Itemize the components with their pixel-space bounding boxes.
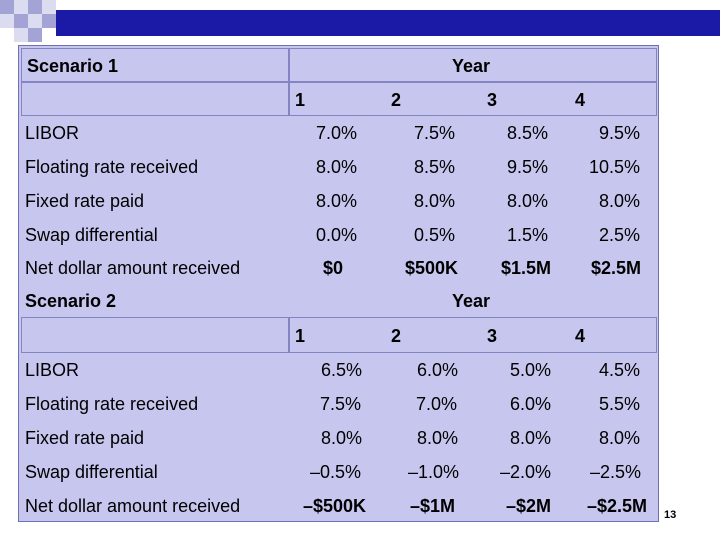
s1-value: $1.5M <box>500 258 551 278</box>
header-decoration <box>0 0 720 45</box>
s2-year-4: 4 <box>575 326 586 346</box>
s1-value: 9.5% <box>506 157 548 177</box>
s2-value: 7.5% <box>319 394 361 414</box>
s1-label-spacer <box>21 82 289 116</box>
s2-year-cols <box>289 317 657 353</box>
s2-value: 4.5% <box>598 360 640 380</box>
s2-value: –2.0% <box>499 462 551 482</box>
s2-value: 7.0% <box>415 394 457 414</box>
s2-value: –2.5% <box>589 462 641 482</box>
s2-value: –$1M <box>409 496 455 516</box>
s1-year-2: 2 <box>391 90 402 110</box>
s1-row-label: Fixed rate paid <box>25 191 145 211</box>
s1-value: 9.5% <box>598 123 640 143</box>
s1-value: 1.5% <box>506 225 548 245</box>
s2-row-label: Net dollar amount received <box>25 496 241 516</box>
s1-year-4: 4 <box>575 90 586 110</box>
s1-value: 8.0% <box>315 157 357 177</box>
s1-row-label: Floating rate received <box>25 157 199 177</box>
s1-value: 0.5% <box>413 225 455 245</box>
s1-title-cell <box>21 48 289 82</box>
scenario-table: Scenario 1 Year 1 2 3 4 LIBOR Floating r… <box>18 45 659 522</box>
s1-row-label: Net dollar amount received <box>25 258 241 278</box>
s2-value: 8.0% <box>598 428 640 448</box>
s1-value: 8.0% <box>506 191 548 211</box>
s2-value: –0.5% <box>309 462 361 482</box>
s2-value: 5.0% <box>509 360 551 380</box>
s1-value: 8.0% <box>413 191 455 211</box>
s2-value: 6.5% <box>320 360 362 380</box>
s1-year-label: Year <box>452 56 491 76</box>
s2-value: 8.0% <box>509 428 551 448</box>
s2-value: 8.0% <box>320 428 362 448</box>
s1-row-label: LIBOR <box>25 123 80 143</box>
s1-year-cell <box>289 48 657 82</box>
s1-value: 2.5% <box>598 225 640 245</box>
s2-year-label: Year <box>452 291 491 311</box>
s1-value: 7.5% <box>413 123 455 143</box>
s1-value: $500K <box>404 258 458 278</box>
s2-value: –$500K <box>302 496 366 516</box>
s1-row-label: Swap differential <box>25 225 158 245</box>
s1-value: 8.5% <box>413 157 455 177</box>
s2-year-2: 2 <box>391 326 402 346</box>
s2-value: 5.5% <box>598 394 640 414</box>
s1-value: 8.0% <box>598 191 640 211</box>
s1-value: $0 <box>322 258 343 278</box>
s1-value: 8.5% <box>506 123 548 143</box>
s2-title: Scenario 2 <box>25 291 117 311</box>
s1-title: Scenario 1 <box>27 56 119 76</box>
s2-row-label: LIBOR <box>25 360 80 380</box>
page-number: 13 <box>664 509 677 521</box>
s1-value: 8.0% <box>315 191 357 211</box>
s2-row-label: Swap differential <box>25 462 158 482</box>
s2-value: 6.0% <box>416 360 458 380</box>
s2-row-label: Floating rate received <box>25 394 199 414</box>
s1-value: $2.5M <box>590 258 641 278</box>
s2-year-3: 3 <box>487 326 498 346</box>
s2-value: 6.0% <box>509 394 551 414</box>
s2-value: –$2.5M <box>586 496 647 516</box>
s2-row-label: Fixed rate paid <box>25 428 145 448</box>
s1-year-1: 1 <box>295 90 306 110</box>
s2-value: –1.0% <box>407 462 459 482</box>
s1-year-3: 3 <box>487 90 498 110</box>
s2-value: 8.0% <box>416 428 458 448</box>
s2-label-spacer <box>21 317 289 353</box>
s1-value: 7.0% <box>315 123 357 143</box>
s2-year-1: 1 <box>295 326 306 346</box>
s1-value: 10.5% <box>588 157 640 177</box>
s1-value: 0.0% <box>315 225 357 245</box>
s1-year-cols <box>289 82 657 116</box>
s2-value: –$2M <box>505 496 551 516</box>
